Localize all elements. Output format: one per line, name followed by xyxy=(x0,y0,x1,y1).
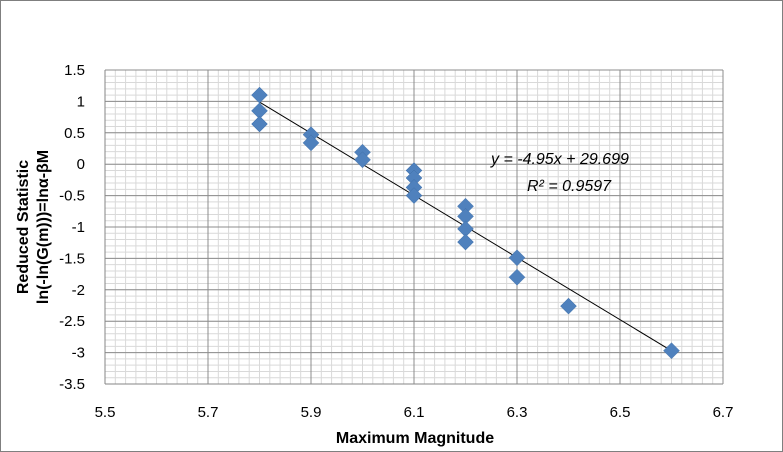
x-tick-label: 5.5 xyxy=(95,404,116,421)
grid xyxy=(104,69,724,385)
y-tick-label: 1 xyxy=(77,93,85,110)
x-tick-label: 6.1 xyxy=(404,404,425,421)
y-tick-label: 0.5 xyxy=(64,125,85,142)
data-point xyxy=(560,297,577,315)
y-tick-label: -1.5 xyxy=(59,250,85,267)
axes xyxy=(104,70,723,385)
y-tick-label: 0 xyxy=(77,156,85,173)
y-tick-label: -3.5 xyxy=(59,376,85,393)
data-point xyxy=(508,268,526,286)
tick-labels: 5.5 5.7 5.9 6.1 6.3 6.5 6.7 1.5 1 0.5 0 -0.5 -1 -1.5 -… xyxy=(59,62,733,421)
y-tick-label: -0.5 xyxy=(59,188,85,205)
y-tick-label: -2 xyxy=(72,282,85,299)
data-point xyxy=(251,115,268,133)
data-point xyxy=(251,86,268,104)
y-tick-label: -2.5 xyxy=(59,313,85,330)
y-tick-label: -1 xyxy=(72,219,85,236)
y-tick-label: -3 xyxy=(72,345,85,362)
data-point xyxy=(508,249,526,267)
x-tick-label: 5.7 xyxy=(198,404,219,421)
data-points xyxy=(251,86,680,360)
x-tick-label: 5.9 xyxy=(301,404,322,421)
data-point xyxy=(663,342,680,360)
data-point xyxy=(354,151,371,169)
x-tick-label: 6.7 xyxy=(713,404,734,421)
data-point xyxy=(302,134,320,152)
r-squared-label: R² = 0.9597 xyxy=(527,178,612,195)
x-tick-label: 6.3 xyxy=(507,404,528,421)
x-tick-label: 6.5 xyxy=(610,404,631,421)
y-axis-title: Reduced Statistic ln(-ln(G(m)))=lnα-βM xyxy=(15,150,52,304)
y-tick-label: 1.5 xyxy=(64,62,85,79)
y-axis-title-line-2: ln(-ln(G(m)))=lnα-βM xyxy=(35,150,52,304)
data-point xyxy=(457,233,474,251)
x-axis-title: Maximum Magnitude xyxy=(336,430,494,447)
data-point xyxy=(405,187,423,204)
y-axis-title-line-1: Reduced Statistic xyxy=(15,160,32,294)
trendline-equation: y = -4.95x + 29.699 xyxy=(490,151,629,168)
